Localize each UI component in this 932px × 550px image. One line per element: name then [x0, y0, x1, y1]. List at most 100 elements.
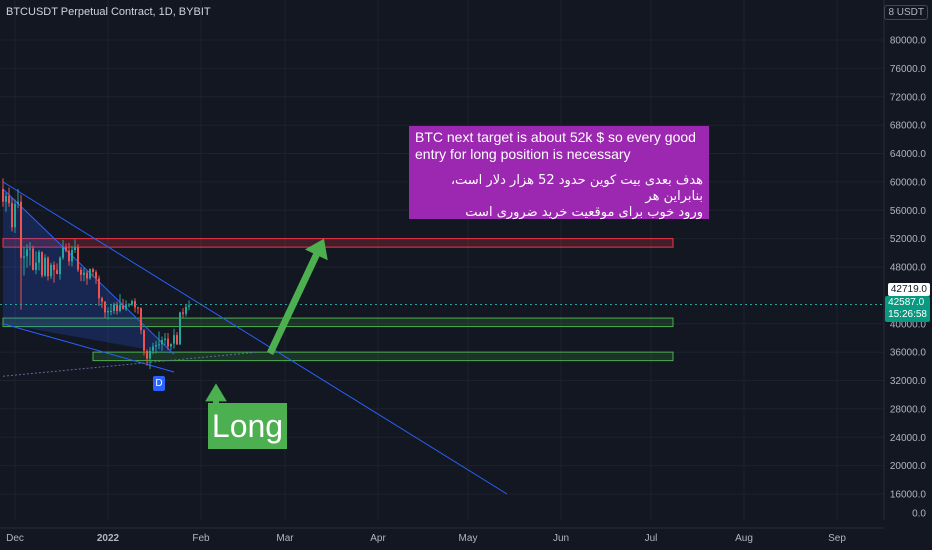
- candle-body: [41, 252, 43, 276]
- candle-body: [14, 203, 16, 228]
- candle-body: [104, 301, 106, 313]
- trendline: [2, 351, 259, 377]
- candle-body: [71, 249, 73, 262]
- time-tick-label: Dec: [6, 533, 24, 544]
- time-tick-label: May: [459, 533, 478, 544]
- zone-support-upper: [2, 317, 674, 328]
- note-persian-1: هدف بعدی بیت کوین حدود 52 هزار دلار است،…: [450, 173, 703, 204]
- price-tick-label: 64000.0: [890, 149, 927, 160]
- candle-body: [20, 201, 22, 258]
- candle-body: [23, 256, 25, 258]
- arrows[interactable]: [205, 238, 328, 411]
- time-tick-label: Feb: [192, 533, 210, 544]
- candle-body: [2, 188, 4, 202]
- long-arrow: [205, 383, 227, 411]
- candle-body: [65, 247, 67, 251]
- candle-body: [128, 304, 130, 306]
- candle-body: [182, 312, 184, 314]
- currency-label[interactable]: 8 USDT: [884, 5, 928, 20]
- candle-body: [113, 304, 115, 311]
- candle-body: [146, 350, 148, 359]
- zone-resistance: [2, 238, 674, 248]
- candle-body: [80, 269, 82, 275]
- candle-body: [86, 272, 88, 279]
- price-axis[interactable]: 80000.0 76000.0 72000.0 68000.0 64000.0 60000…: [883, 0, 927, 520]
- candle-body: [110, 310, 112, 312]
- time-tick-label: 2022: [97, 533, 120, 544]
- trendline: [2, 188, 175, 355]
- time-tick-label: Aug: [735, 533, 753, 544]
- candle-body: [56, 269, 58, 275]
- trendlines[interactable]: [2, 181, 508, 495]
- candle-body: [170, 343, 172, 347]
- candle-body: [89, 269, 91, 279]
- chart-title: BTCUSDT Perpetual Contract, 1D, BYBIT: [6, 6, 211, 18]
- candle-body: [101, 298, 103, 302]
- time-tick-label: Jul: [645, 533, 658, 544]
- candle-body: [92, 269, 94, 272]
- target-arrow: [266, 238, 328, 356]
- candle-body: [32, 248, 34, 270]
- price-tick-label: 36000.0: [890, 348, 927, 359]
- price-line-tag: 42719.0: [887, 283, 930, 296]
- candle-body: [95, 271, 97, 279]
- candle-body: [83, 272, 85, 275]
- candlestick-series: [2, 178, 190, 370]
- candle-body: [164, 338, 166, 341]
- candle-body: [161, 340, 163, 345]
- candle-body: [152, 346, 154, 351]
- price-tick-label: 68000.0: [890, 121, 927, 132]
- annotation-note[interactable]: BTC next target is about 52k $ so every …: [409, 126, 709, 220]
- candle-body: [44, 257, 46, 276]
- candle-body: [122, 305, 124, 309]
- candle-body: [74, 247, 76, 250]
- candle-body: [47, 257, 49, 277]
- price-tick-label: 16000.0: [890, 490, 927, 501]
- price-tick-label: 52000.0: [890, 234, 927, 245]
- price-tick-label: 76000.0: [890, 64, 927, 75]
- candle-body: [167, 338, 169, 347]
- dividend-marker[interactable]: D: [153, 376, 165, 391]
- candle-body: [50, 264, 52, 277]
- candle-body: [116, 304, 118, 311]
- candle-body: [185, 306, 187, 314]
- candle-body: [125, 305, 127, 309]
- candle-body: [188, 305, 190, 307]
- candle-body: [5, 196, 7, 202]
- note-persian-2: ورود خوب برای موقعیت خرید ضروری است: [465, 205, 703, 220]
- time-tick-label: Sep: [828, 533, 846, 544]
- price-zones[interactable]: [2, 238, 674, 362]
- candle-body: [149, 350, 151, 359]
- candle-body: [143, 330, 145, 351]
- time-tick-label: Mar: [276, 533, 294, 544]
- candle-body: [173, 335, 175, 344]
- price-tick-label: 48000.0: [890, 263, 927, 274]
- time-tick-label: Jun: [553, 533, 569, 544]
- price-tick-label: 60000.0: [890, 177, 927, 188]
- long-label[interactable]: Long: [208, 403, 287, 449]
- grid-lines: [0, 0, 884, 520]
- price-tick-label: 0.0: [912, 509, 926, 520]
- time-axis[interactable]: Dec 2022 Feb Mar Apr May Jun Jul Aug Sep: [0, 527, 884, 544]
- zone-support-lower: [92, 351, 674, 362]
- price-tick-label: 32000.0: [890, 376, 927, 387]
- countdown-value: 15:26:58: [888, 309, 927, 320]
- candle-body: [98, 278, 100, 299]
- candle-body: [107, 310, 109, 313]
- candle-body: [179, 312, 181, 345]
- note-english: BTC next target is about 52k $ so every …: [415, 129, 696, 162]
- price-tick-label: 28000.0: [890, 404, 927, 415]
- price-tick-label: 40000.0: [890, 319, 927, 330]
- price-tick-label: 20000.0: [890, 461, 927, 472]
- candle-body: [158, 344, 160, 346]
- candle-body: [155, 345, 157, 347]
- candle-body: [68, 250, 70, 262]
- trendline: [2, 181, 508, 495]
- price-tick-label: 80000.0: [890, 36, 927, 47]
- candle-body: [38, 252, 40, 263]
- last-price-value: 42587.0: [888, 297, 925, 308]
- candle-body: [8, 196, 10, 204]
- candle-body: [29, 248, 31, 250]
- price-tick-label: 56000.0: [890, 206, 927, 217]
